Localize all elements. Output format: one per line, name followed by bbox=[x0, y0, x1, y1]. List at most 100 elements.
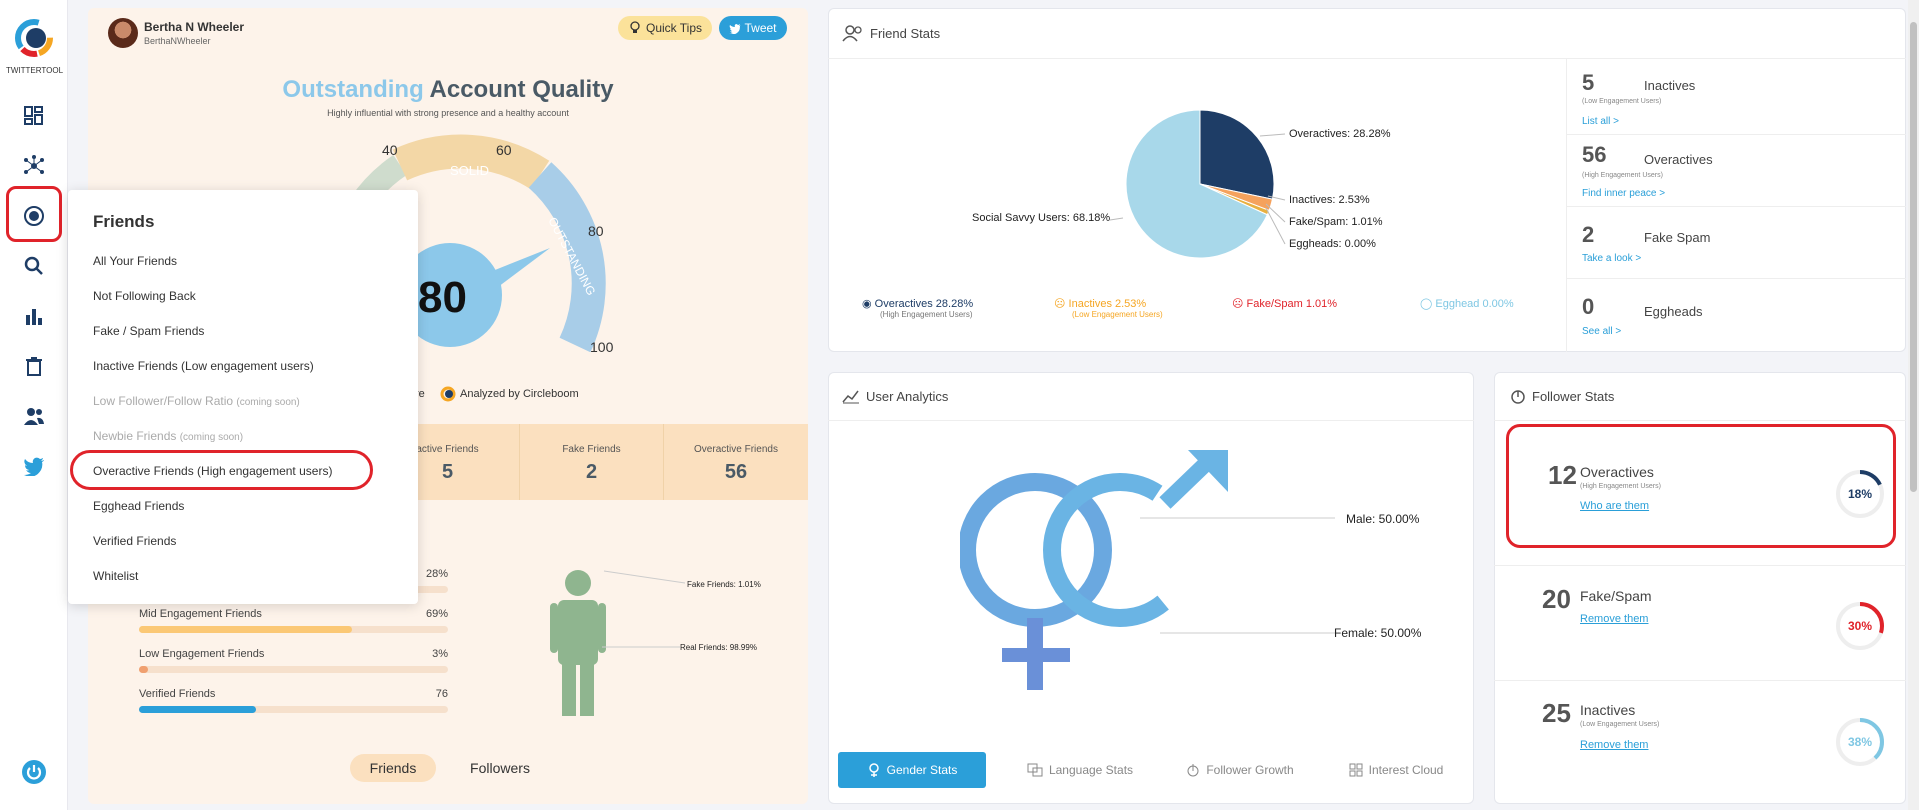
legend-overactives[interactable]: ◉ Overactives 28.28% (High Engagement Us… bbox=[862, 297, 973, 319]
side-stat-link[interactable]: Take a look > bbox=[1582, 253, 1642, 264]
menu-item-label: Egghead Friends bbox=[93, 499, 185, 513]
menu-item-whitelist[interactable]: Whitelist bbox=[93, 569, 138, 583]
leader-eggheads bbox=[1265, 207, 1286, 245]
circleboom-logo-icon bbox=[440, 386, 456, 402]
progress-ring: 30% bbox=[1836, 602, 1884, 650]
pie-label-fake: Fake/Spam: 1.01% bbox=[1289, 216, 1383, 228]
follower-stat-num: 12 bbox=[1548, 460, 1577, 490]
bar-fill bbox=[139, 626, 353, 633]
menu-item-egghead[interactable]: Egghead Friends bbox=[93, 499, 184, 513]
follower-stat-link[interactable]: Who are them bbox=[1580, 500, 1650, 512]
app-logo[interactable] bbox=[14, 18, 54, 58]
menu-item-label: Fake / Spam Friends bbox=[93, 324, 205, 338]
menu-item-label: Inactive Friends (Low engagement users) bbox=[93, 359, 314, 373]
nav-analytics[interactable] bbox=[18, 300, 50, 332]
gauge-tick-100: 100 bbox=[590, 339, 614, 355]
tile-value: 56 bbox=[724, 461, 748, 483]
menu-item-note: (coming soon) bbox=[236, 397, 300, 408]
quality-title-rest: Account Quality bbox=[429, 76, 614, 103]
follower-stat-name: Overactives bbox=[1580, 464, 1654, 480]
gauge-tick-80: 80 bbox=[588, 223, 604, 239]
follower-stat-link[interactable]: Remove them bbox=[1580, 613, 1649, 625]
pie-label-inactives: Inactives: 2.53% bbox=[1289, 194, 1370, 206]
nav-search[interactable] bbox=[18, 250, 50, 282]
tab-label: Interest Cloud bbox=[1368, 763, 1444, 777]
bar-fill bbox=[139, 706, 257, 713]
nav-friends[interactable] bbox=[18, 200, 50, 232]
gauge-needle bbox=[470, 248, 550, 302]
profile-handle: BerthaNWheeler bbox=[144, 36, 211, 46]
figure-body bbox=[558, 600, 598, 665]
network-icon bbox=[24, 155, 44, 174]
menu-item-fake-spam[interactable]: Fake / Spam Friends bbox=[93, 324, 204, 338]
follower-stats-header: Follower Stats bbox=[1510, 388, 1614, 404]
tile-active-friends[interactable]: active Friends 5 bbox=[376, 424, 520, 500]
follower-stat-sub: (Low Engagement Users) bbox=[1580, 721, 1660, 728]
pie-label-eggheads: Eggheads: 0.00% bbox=[1289, 238, 1376, 250]
tab-interest-cloud[interactable]: Interest Cloud bbox=[1326, 752, 1466, 788]
pie-slice-overactives[interactable] bbox=[1199, 109, 1275, 200]
twitter-icon bbox=[24, 457, 44, 476]
tile-overactive-friends[interactable]: Overactive Friends 56 bbox=[664, 424, 808, 500]
menu-item-label: Whitelist bbox=[93, 569, 139, 583]
gender-leaders bbox=[1140, 517, 1335, 634]
side-stat-link[interactable]: See all > bbox=[1582, 326, 1622, 337]
tile-fake-friends[interactable]: Fake Friends 2 bbox=[520, 424, 664, 500]
legend-egghead[interactable]: ◯ Egghead 0.00% bbox=[1420, 297, 1514, 310]
nav-delete[interactable] bbox=[18, 350, 50, 382]
gauge-tick-40: 40 bbox=[382, 142, 398, 158]
friend-stats-title: Friend Stats bbox=[870, 25, 941, 41]
menu-item-low-ratio: Low Follower/Follow Ratio (coming soon) bbox=[93, 394, 300, 408]
legend-inactives[interactable]: ☹ Inactives 2.53% (Low Engagement Users) bbox=[1054, 297, 1163, 319]
profile-name: Bertha N Wheeler bbox=[144, 20, 245, 34]
tile-label: Fake Friends bbox=[562, 444, 621, 455]
quick-tips-button[interactable]: Quick Tips bbox=[618, 16, 712, 40]
page-scrollbar[interactable] bbox=[1908, 0, 1919, 810]
app-name: TWITTERTOOL bbox=[6, 66, 64, 75]
logo-icon bbox=[15, 19, 53, 57]
side-stat-link[interactable]: Find inner peace > bbox=[1582, 188, 1666, 199]
analyzed-by: Analyzed by Circleboom bbox=[440, 386, 579, 402]
growth-icon bbox=[1187, 764, 1199, 777]
sleepy-face-icon: ☹ bbox=[1054, 298, 1066, 310]
follower-stats-title: Follower Stats bbox=[1532, 388, 1615, 404]
nav-users[interactable] bbox=[18, 400, 50, 432]
menu-item-newbie: Newbie Friends (coming soon) bbox=[93, 429, 243, 443]
menu-item-overactive[interactable]: Overactive Friends (High engagement user… bbox=[93, 464, 332, 478]
friend-stats-divider bbox=[828, 58, 1906, 59]
legend-fake[interactable]: ☹ Fake/Spam 1.01% bbox=[1232, 297, 1337, 310]
nav-dashboard[interactable] bbox=[18, 100, 50, 132]
menu-item-all-friends[interactable]: All Your Friends bbox=[93, 254, 177, 268]
figure-head bbox=[565, 570, 591, 596]
scrollbar-thumb[interactable] bbox=[1910, 22, 1917, 492]
lightbulb-icon bbox=[630, 21, 640, 33]
toggle-friends[interactable]: Friends bbox=[350, 754, 436, 782]
menu-item-not-following-back[interactable]: Not Following Back bbox=[93, 289, 196, 303]
figure-arm-right bbox=[598, 603, 606, 653]
trash-icon bbox=[26, 357, 42, 376]
menu-item-label: Low Follower/Follow Ratio bbox=[93, 394, 234, 408]
tweet-label: Tweet bbox=[744, 21, 777, 35]
pie-slice-social[interactable] bbox=[1125, 109, 1268, 259]
tile-value: 2 bbox=[585, 461, 598, 483]
tab-follower-growth[interactable]: Follower Growth bbox=[1166, 752, 1314, 788]
toggle-followers[interactable]: Followers bbox=[470, 760, 530, 776]
tweet-button[interactable]: Tweet bbox=[719, 16, 787, 40]
nav-twitter[interactable] bbox=[18, 450, 50, 482]
side-stat-link[interactable]: List all > bbox=[1582, 116, 1619, 127]
ring-percent: 30% bbox=[1848, 619, 1872, 633]
quick-tips-label: Quick Tips bbox=[645, 21, 702, 35]
nav-network[interactable] bbox=[18, 150, 50, 182]
side-stat-num: 2 bbox=[1582, 222, 1595, 247]
menu-item-inactive[interactable]: Inactive Friends (Low engagement users) bbox=[93, 359, 314, 373]
leader-inactives bbox=[1267, 195, 1286, 201]
follower-stat-link[interactable]: Remove them bbox=[1580, 739, 1649, 751]
menu-item-verified[interactable]: Verified Friends bbox=[93, 534, 176, 548]
nav-logout[interactable] bbox=[18, 756, 50, 788]
tab-gender-stats[interactable]: Gender Stats bbox=[838, 752, 986, 788]
search-icon bbox=[24, 256, 43, 275]
friend-pie-chart bbox=[1125, 109, 1275, 259]
menu-item-label: Overactive Friends (High engagement user… bbox=[93, 464, 333, 478]
users-icon bbox=[24, 408, 44, 425]
tab-language-stats[interactable]: Language Stats bbox=[1006, 752, 1154, 788]
